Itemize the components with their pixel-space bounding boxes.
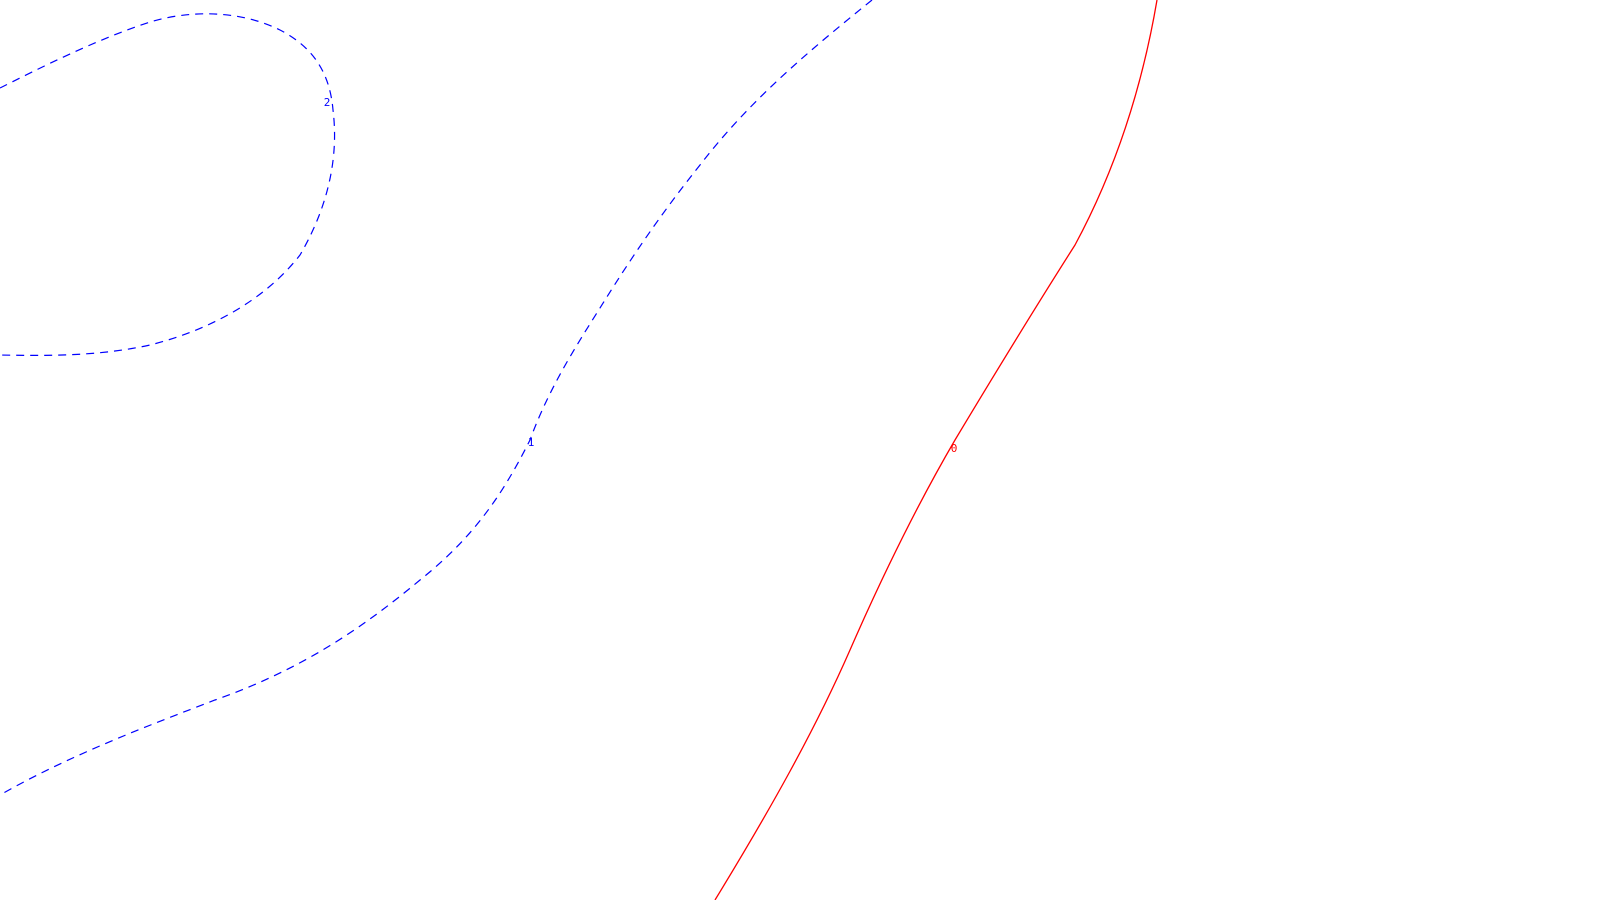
- contour-label-1: 1: [528, 436, 535, 449]
- contour-label-2: 2: [324, 96, 331, 109]
- contour-line-2: [0, 13, 336, 357]
- contour-line-0: [714, 0, 1158, 900]
- contour-level-2: 2: [0, 13, 336, 357]
- contour-level-0: 0: [714, 0, 1158, 900]
- contour-label-0: 0: [951, 442, 958, 455]
- contour-level-1: 1: [0, 0, 873, 796]
- contour-line-1: [0, 0, 873, 796]
